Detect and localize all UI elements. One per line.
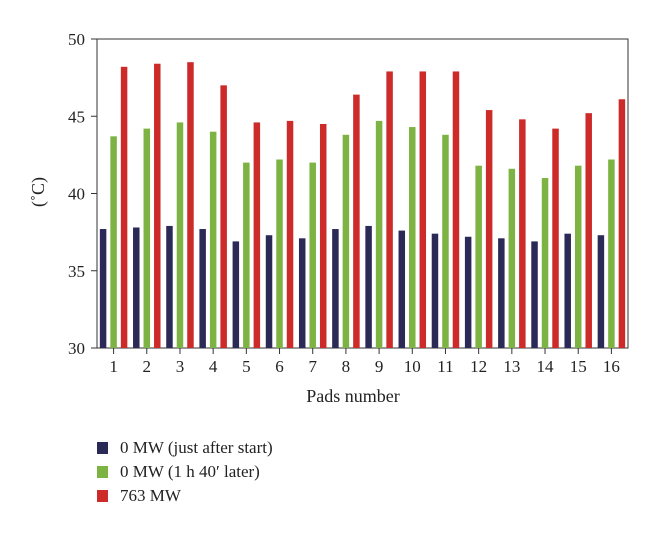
x-tick-label: 15 xyxy=(570,357,587,376)
legend: 0 MW (just after start) 0 MW (1 h 40′ lat… xyxy=(97,437,273,509)
bar-2 xyxy=(375,120,383,348)
y-axis-title: (˚C) xyxy=(28,177,49,207)
legend-label: 763 MW xyxy=(120,486,181,505)
bar-1 xyxy=(365,225,372,348)
x-tick-label: 3 xyxy=(176,357,185,376)
bar-1 xyxy=(265,235,273,348)
bar-3 xyxy=(419,71,427,348)
bar-1 xyxy=(564,233,571,348)
bar-1 xyxy=(298,238,306,348)
x-tick-label: 10 xyxy=(404,357,421,376)
bar-1 xyxy=(531,241,538,348)
bar-2 xyxy=(608,159,615,348)
bar-2 xyxy=(541,178,549,348)
x-axis-title: Pads number xyxy=(306,386,400,406)
y-tick-label: 30 xyxy=(68,339,85,358)
bar-2 xyxy=(176,122,184,349)
y-tick-label: 40 xyxy=(68,185,85,204)
bar-3 xyxy=(253,122,261,349)
bar-1 xyxy=(398,230,406,348)
bar-3 xyxy=(154,63,161,348)
bar-2 xyxy=(409,127,416,348)
x-tick-label: 7 xyxy=(308,357,317,376)
bar-3 xyxy=(386,71,393,348)
legend-item: 763 MW xyxy=(97,485,273,507)
bar-2 xyxy=(143,128,151,348)
bar-1 xyxy=(498,238,505,348)
plot-frame xyxy=(96,38,629,349)
x-tick-label: 5 xyxy=(242,357,251,376)
bar-2 xyxy=(442,134,449,348)
x-tick-label: 13 xyxy=(503,357,520,376)
x-tick-label: 8 xyxy=(342,357,351,376)
legend-swatch xyxy=(97,442,108,454)
bar-2 xyxy=(475,165,482,348)
bar-1 xyxy=(99,229,107,348)
x-tick-label: 12 xyxy=(470,357,487,376)
bar-3 xyxy=(452,71,460,348)
y-tick-label: 35 xyxy=(68,262,85,281)
legend-item: 0 MW (1 h 40′ later) xyxy=(97,461,273,483)
bar-3 xyxy=(618,99,626,348)
y-tick-label: 45 xyxy=(68,107,85,126)
x-tick-label: 9 xyxy=(375,357,384,376)
bar-1 xyxy=(464,236,472,348)
bar-3 xyxy=(220,85,227,348)
bar-2 xyxy=(309,162,316,348)
bar-2 xyxy=(276,159,283,348)
bar-3 xyxy=(187,62,194,349)
bar-1 xyxy=(431,233,439,348)
bar-3 xyxy=(286,120,294,348)
bar-3 xyxy=(519,119,526,348)
bar-3 xyxy=(585,113,592,348)
bar-2 xyxy=(342,134,350,348)
legend-label: 0 MW (1 h 40′ later) xyxy=(120,462,260,481)
bar-3 xyxy=(319,123,327,348)
bar-3 xyxy=(485,110,493,348)
bar-2 xyxy=(574,165,582,348)
bar-2 xyxy=(209,131,217,348)
legend-label: 0 MW (just after start) xyxy=(120,438,273,457)
x-tick-label: 2 xyxy=(143,357,152,376)
x-tick-label: 6 xyxy=(275,357,284,376)
x-tick-label: 4 xyxy=(209,357,218,376)
bar-2 xyxy=(243,162,250,348)
bar-3 xyxy=(353,94,360,349)
bar-1 xyxy=(166,225,173,348)
x-tick-label: 16 xyxy=(603,357,620,376)
bar-1 xyxy=(597,235,605,348)
legend-swatch xyxy=(97,466,108,478)
bar-3 xyxy=(120,66,128,348)
x-tick-label: 14 xyxy=(537,357,555,376)
x-tick-label: 1 xyxy=(109,357,118,376)
y-tick-label: 50 xyxy=(68,30,85,49)
bar-2 xyxy=(508,168,516,348)
x-tick-label: 11 xyxy=(437,357,453,376)
legend-swatch xyxy=(97,490,108,502)
legend-item: 0 MW (just after start) xyxy=(97,437,273,459)
bar-1 xyxy=(332,229,339,348)
bar-3 xyxy=(552,128,559,348)
bar-1 xyxy=(199,229,206,348)
bar-2 xyxy=(110,136,117,348)
bar-1 xyxy=(232,241,240,348)
bar-1 xyxy=(133,227,140,348)
